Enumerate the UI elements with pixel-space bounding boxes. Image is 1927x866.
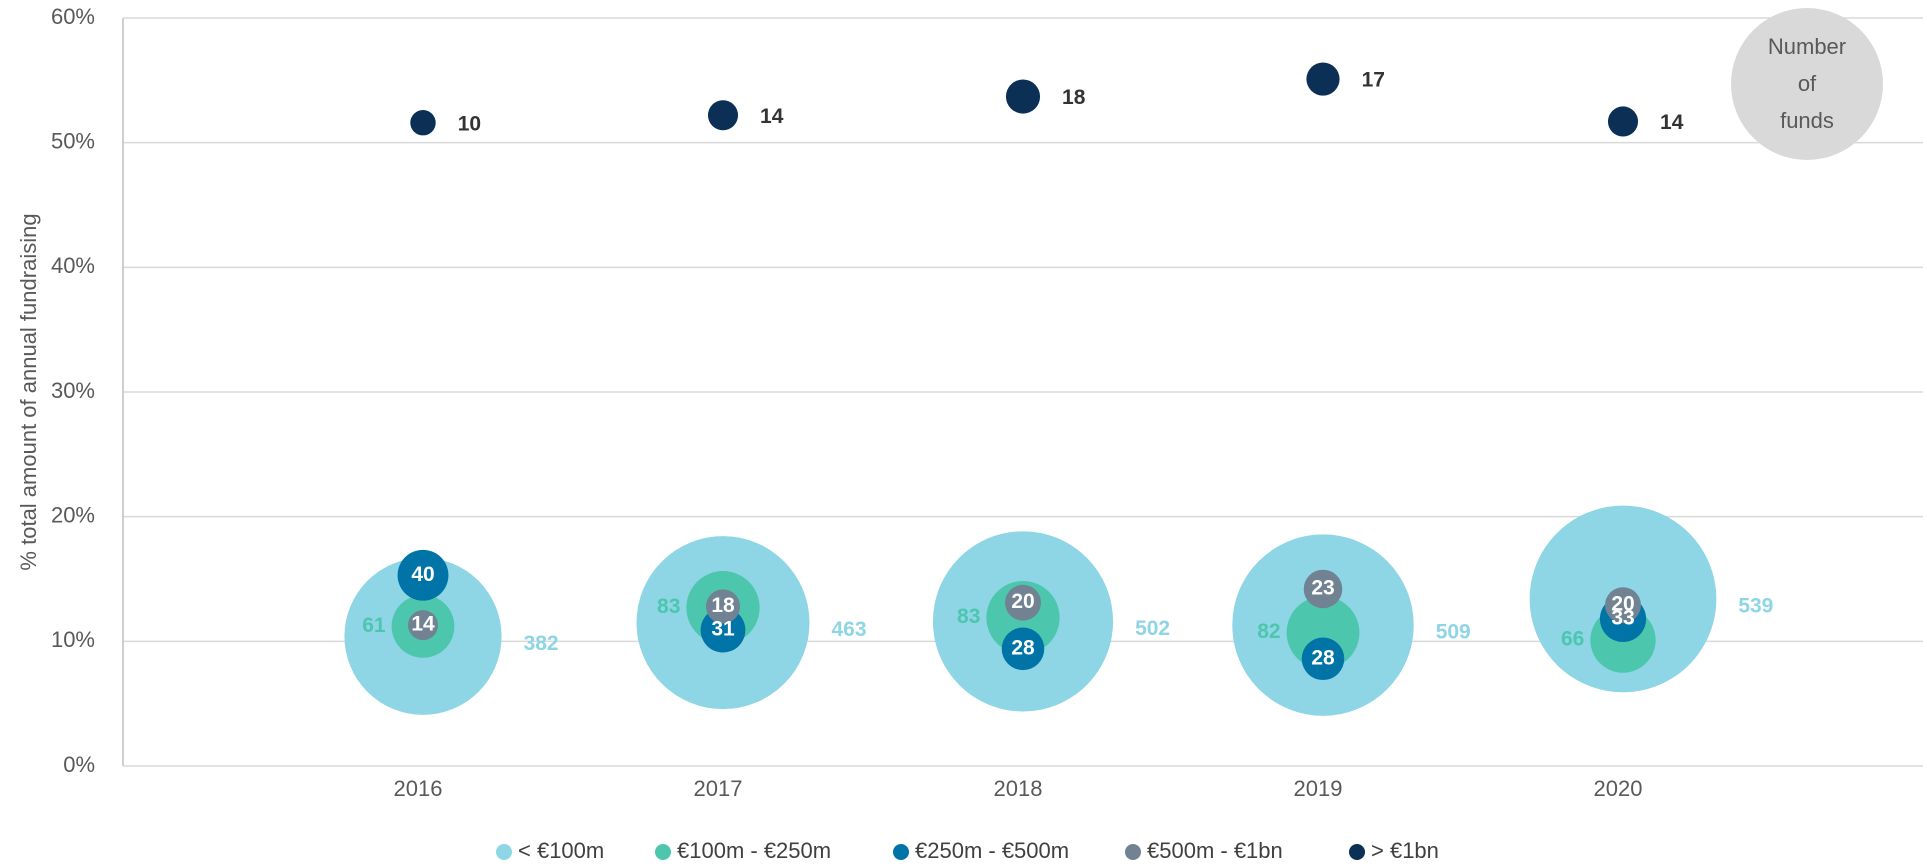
bubble [705, 589, 741, 624]
data-label: 18 [711, 594, 735, 617]
x-tick-label: 2019 [1294, 776, 1343, 801]
data-label: 10 [458, 112, 481, 135]
data-label: 14 [760, 105, 784, 128]
data-label: 61 [362, 614, 386, 637]
size-annotation-bubble [1731, 8, 1883, 160]
legend-marker [496, 844, 512, 860]
data-label: 31 [711, 618, 735, 641]
legend-marker [1125, 844, 1141, 860]
bubble [1301, 637, 1345, 681]
x-tick-label: 2020 [1594, 776, 1643, 801]
y-axis-label: % total amount of annual fundraising [16, 213, 41, 570]
bubble [1001, 627, 1045, 671]
y-tick-label: 20% [51, 502, 95, 527]
data-label: 17 [1362, 69, 1385, 92]
x-tick-label: 2016 [394, 776, 443, 801]
bubble [1306, 62, 1340, 96]
size-annotation: funds [1780, 108, 1834, 133]
y-tick-label: 40% [51, 253, 95, 278]
x-tick-label: 2018 [994, 776, 1043, 801]
x-tick-label: 2017 [694, 776, 743, 801]
bubble [1605, 587, 1641, 624]
legend-label: €250m - €500m [915, 838, 1069, 863]
data-label: 539 [1738, 594, 1773, 617]
data-label: 28 [1011, 636, 1035, 659]
data-label: 20 [1011, 590, 1034, 613]
data-label: 18 [1062, 86, 1086, 109]
data-label: 83 [957, 605, 980, 628]
data-label: 23 [1311, 577, 1334, 600]
data-label: 382 [524, 632, 559, 655]
bubble [397, 549, 449, 601]
data-label: 509 [1436, 621, 1471, 644]
data-label: 28 [1311, 646, 1335, 669]
data-label: 82 [1257, 620, 1280, 643]
bubble [1005, 584, 1041, 621]
data-label: 463 [832, 618, 867, 641]
y-tick-label: 30% [51, 378, 95, 403]
bubble [1607, 106, 1639, 137]
y-tick-label: 0% [63, 752, 95, 777]
data-label: 83 [657, 595, 680, 618]
data-label: 33 [1611, 606, 1634, 629]
legend-label: < €100m [518, 838, 604, 863]
y-tick-label: 50% [51, 128, 95, 153]
data-label: 66 [1561, 628, 1584, 651]
data-label: 14 [1660, 111, 1684, 134]
y-tick-label: 10% [51, 627, 95, 652]
bubble [707, 100, 739, 131]
legend-label: > €1bn [1371, 838, 1439, 863]
bubble [407, 610, 439, 641]
bubble [1303, 569, 1343, 609]
data-label: 502 [1135, 617, 1170, 640]
legend-marker [655, 844, 671, 860]
data-label: 14 [411, 613, 435, 636]
legend-label: €100m - €250m [677, 838, 831, 863]
data-label: 20 [1611, 593, 1634, 616]
legend-label: €500m - €1bn [1147, 838, 1283, 863]
size-annotation: of [1798, 71, 1817, 96]
data-label: 40 [411, 563, 434, 586]
legend-marker [1349, 844, 1365, 860]
bubble [410, 110, 436, 136]
y-tick-label: 60% [51, 4, 95, 29]
bubble [1005, 79, 1041, 114]
size-annotation: Number [1768, 34, 1846, 59]
legend-marker [893, 844, 909, 860]
